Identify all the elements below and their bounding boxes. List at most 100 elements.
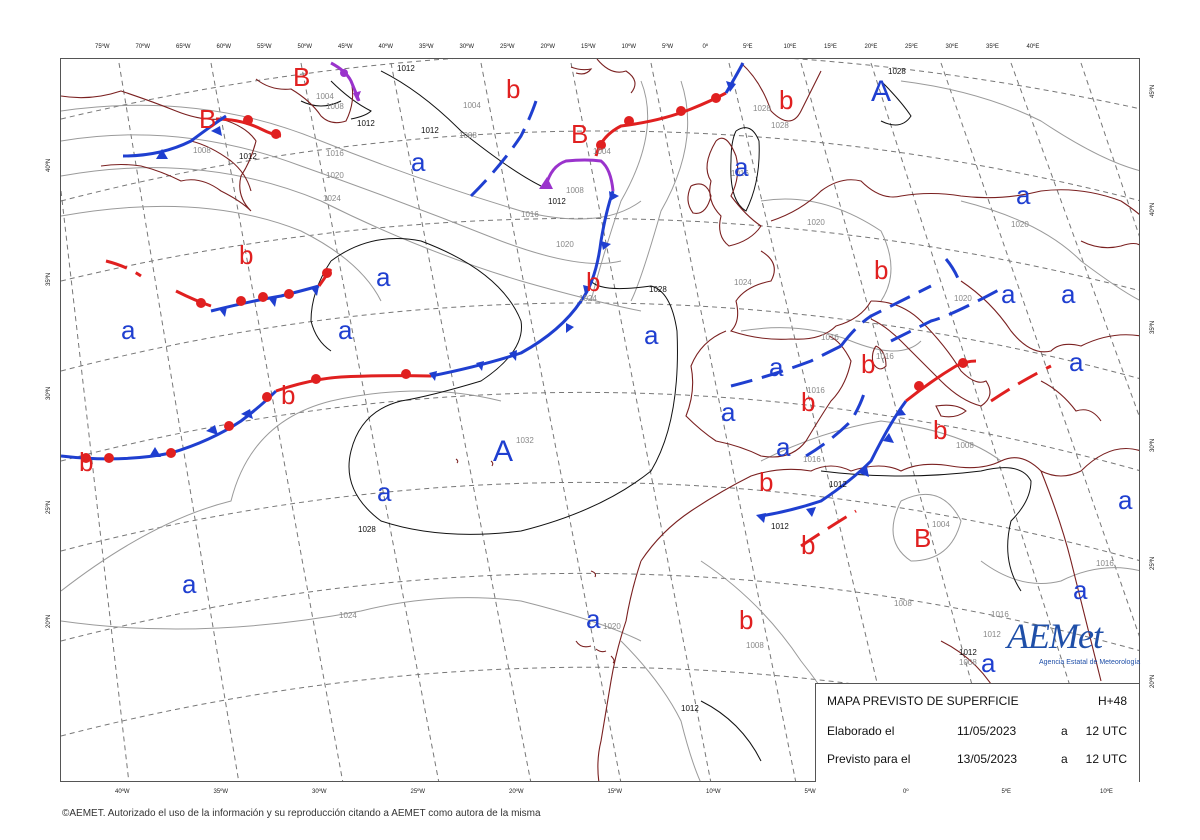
coast-iberia — [685, 330, 852, 458]
lon-25e-line — [1080, 62, 1139, 237]
cold-triangle — [269, 297, 277, 307]
low-center-B: B — [914, 523, 931, 553]
isobar — [620, 640, 701, 781]
trough-iberia-a — [730, 344, 842, 388]
trough-west — [105, 259, 142, 278]
lat-35-line — [61, 217, 1139, 292]
info-valid-row: Previsto para el 13/05/2023 a 12 UTC — [827, 752, 1127, 768]
svg-text:1016: 1016 — [731, 169, 749, 178]
info-elaborated-label: Elaborado el — [827, 724, 895, 738]
cold-front-mediterranean — [760, 400, 908, 518]
relative-high-a: a — [981, 648, 996, 678]
warm-semicircle — [243, 115, 253, 125]
map-canvas: 1012 1008 1004 1012 1004 1012 1008 1008 … — [61, 59, 1139, 781]
info-title: MAPA PREVISTO DE SUPERFICIE — [827, 694, 1019, 708]
forecast-info-box: MAPA PREVISTO DE SUPERFICIE H+48 Elabora… — [815, 683, 1139, 782]
svg-text:1008: 1008 — [894, 599, 912, 608]
svg-text:1004: 1004 — [463, 101, 481, 110]
relative-high-a: a — [411, 147, 426, 177]
svg-text:1008: 1008 — [193, 146, 211, 155]
svg-text:1008: 1008 — [566, 186, 584, 195]
trough-med-south — [805, 385, 868, 458]
top-lon-label: 30ºE — [945, 44, 959, 50]
top-lon-label: 45ºW — [338, 44, 353, 50]
lon-40w-line — [61, 190, 130, 781]
coast-turkey — [1080, 240, 1139, 249]
warm-semicircle — [401, 369, 411, 379]
coastlines — [61, 59, 1139, 781]
top-lon-label: 35ºE — [986, 44, 999, 50]
fronts — [61, 61, 1052, 548]
cold-triangle — [601, 241, 611, 250]
weather-map: 1012 1008 1004 1012 1004 1012 1008 1008 … — [60, 58, 1140, 782]
isobar-1028 — [330, 238, 678, 535]
trough-europe — [944, 258, 963, 287]
top-lon-label: 10ºW — [621, 44, 637, 50]
bottom-lon-label: 20ºW — [509, 789, 524, 795]
bottom-lon-label: 5ºE — [1001, 789, 1012, 795]
svg-text:1028: 1028 — [888, 67, 906, 76]
top-lon-label: 75ºW — [95, 44, 110, 50]
coast-europe-north — [770, 179, 1139, 222]
front-symbols — [81, 69, 968, 523]
relative-high-a: a — [1016, 180, 1031, 210]
isobar-1028-b — [310, 260, 332, 352]
svg-text:1016: 1016 — [821, 333, 839, 342]
warm-semicircle — [322, 268, 332, 278]
svg-text:1004: 1004 — [316, 92, 334, 101]
high-center-A: A — [871, 75, 891, 108]
relative-low-b: b — [801, 530, 815, 560]
coast-sicily — [935, 404, 967, 418]
svg-text:1028: 1028 — [753, 104, 771, 113]
top-lon-label: 15ºE — [824, 44, 837, 50]
svg-text:1020: 1020 — [954, 294, 972, 303]
relative-high-a: a — [376, 262, 391, 292]
svg-text:1016: 1016 — [521, 210, 539, 219]
isobar — [630, 80, 689, 302]
top-lon-label: 10ºE — [783, 44, 797, 50]
svg-text:1020: 1020 — [603, 622, 621, 631]
warm-semicircle — [596, 140, 606, 150]
lon-35w-line — [118, 62, 240, 781]
svg-text:1020: 1020 — [326, 171, 344, 180]
trough-midatlantic — [469, 100, 538, 198]
lat-30-line — [61, 302, 1139, 379]
svg-text:1016: 1016 — [991, 610, 1009, 619]
svg-text:1016: 1016 — [326, 149, 344, 158]
copyright-credit: ©AEMET. Autorizado el uso de la informac… — [62, 808, 541, 819]
relative-high-a: a — [586, 604, 601, 634]
graticule — [61, 59, 1139, 781]
svg-text:1020: 1020 — [1011, 220, 1029, 229]
coast-madeira — [590, 570, 597, 578]
warm-semicircle — [624, 116, 634, 126]
info-title-row: MAPA PREVISTO DE SUPERFICIE H+48 — [827, 694, 1127, 710]
warm-semicircle — [284, 289, 294, 299]
left-lat-label: 30ºN — [46, 386, 52, 400]
svg-text:1028: 1028 — [771, 121, 789, 130]
top-lon-label: 15ºW — [581, 44, 596, 50]
occl-symbol — [539, 177, 553, 189]
pressure-centers: B B B A A B b b b b b b b b b b b b b a … — [79, 62, 1133, 678]
cold-front-central — [430, 190, 615, 378]
left-lat-label: 40ºN — [46, 158, 52, 172]
left-lat-label: 25ºN — [46, 500, 52, 514]
svg-text:1028: 1028 — [358, 525, 376, 534]
lon-5e-line — [800, 62, 999, 781]
bottom-lon-label: 30ºW — [312, 789, 327, 795]
svg-text:1032: 1032 — [516, 436, 534, 445]
svg-text:1004: 1004 — [593, 147, 611, 156]
svg-text:1012: 1012 — [959, 648, 977, 657]
svg-text:1004: 1004 — [932, 520, 950, 529]
relative-high-a: a — [769, 352, 784, 382]
isobar — [892, 493, 962, 562]
coast-ireland — [687, 183, 712, 214]
left-lat-label: 35ºN — [46, 272, 52, 286]
isobar — [61, 134, 622, 264]
top-lon-label: 70ºW — [135, 44, 151, 50]
top-lon-label: 30ºW — [459, 44, 475, 50]
svg-text:1024: 1024 — [579, 294, 597, 303]
cold-front-west — [210, 284, 320, 313]
relative-low-b: b — [739, 605, 753, 635]
bottom-lon-label: 10ºW — [706, 789, 721, 795]
relative-low-b: b — [281, 380, 295, 410]
